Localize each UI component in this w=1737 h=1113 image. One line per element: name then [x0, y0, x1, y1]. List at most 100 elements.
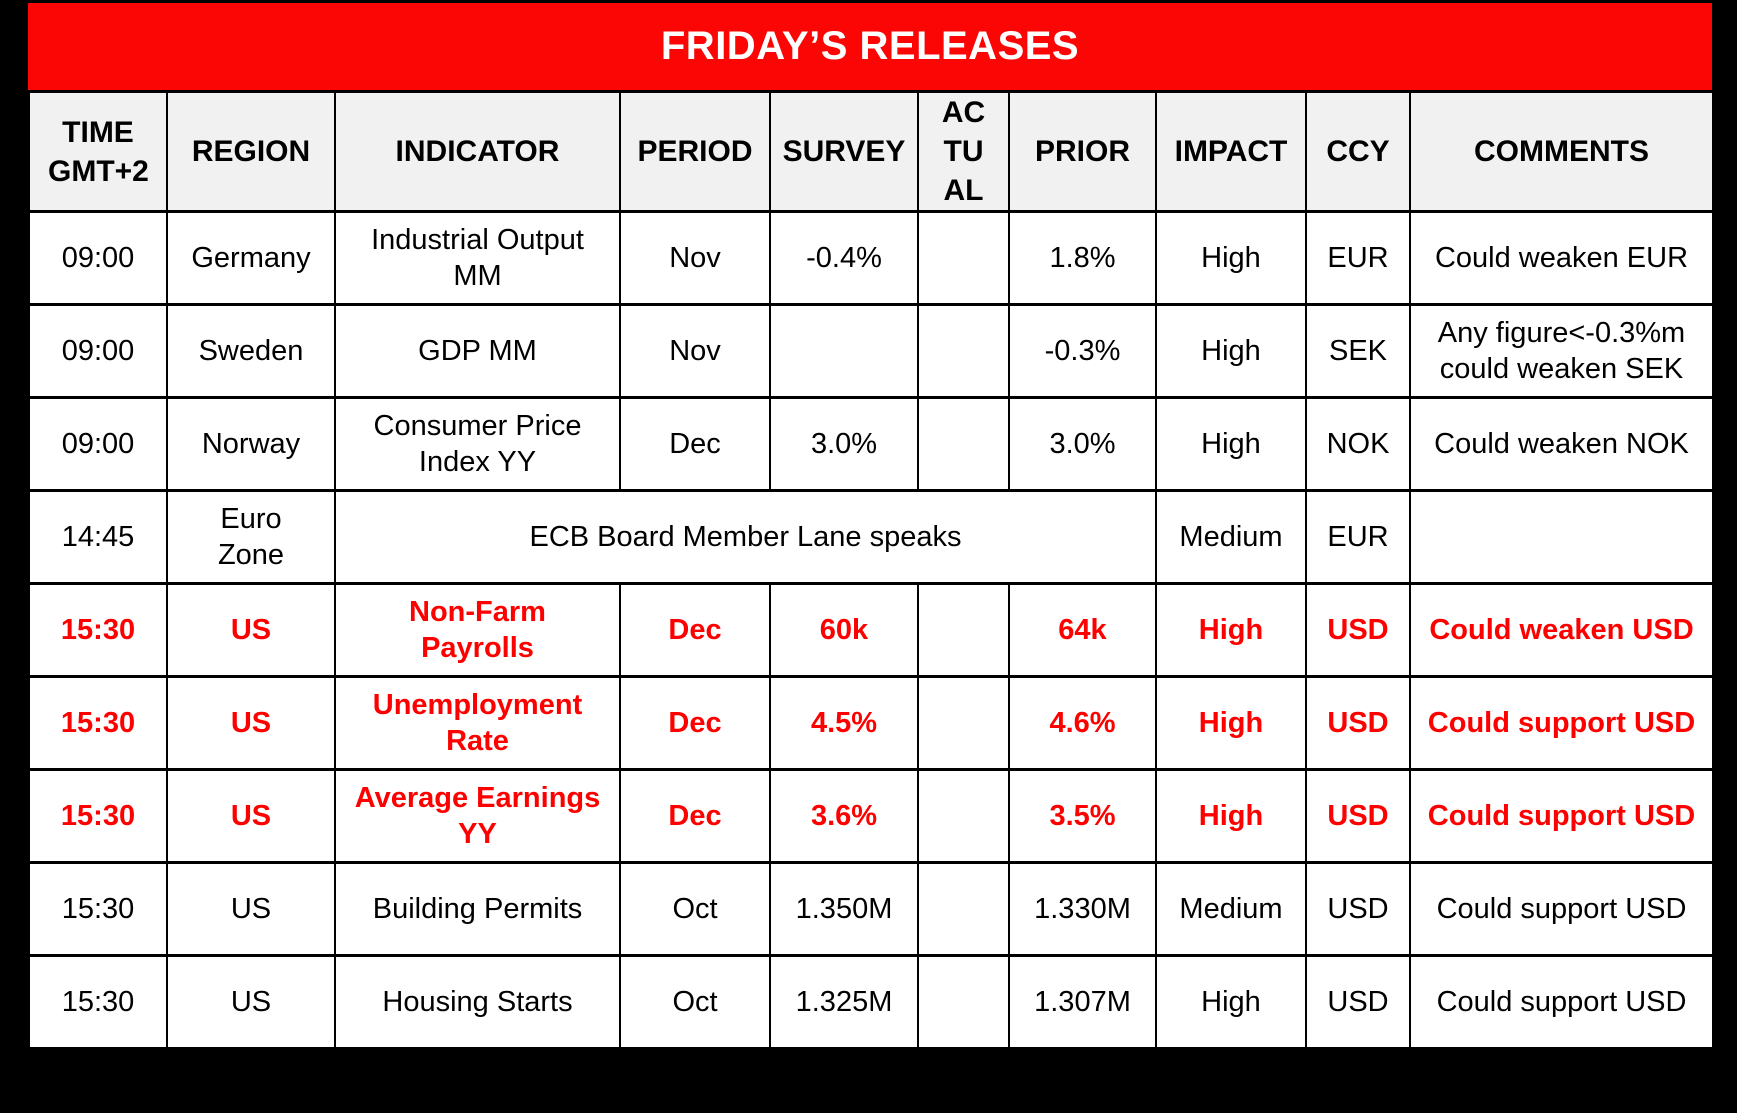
cell-survey: 4.5% [769, 675, 919, 771]
table-row: 15:30 US Housing Starts Oct 1.325M 1.307M High… [28, 954, 1714, 1050]
cell-ccy: EUR [1305, 489, 1411, 585]
cell-impact: High [1155, 303, 1307, 399]
cell-region: US [166, 954, 336, 1050]
cell-indicator: Building Permits [334, 861, 621, 957]
cell-comments: Could weaken NOK [1409, 396, 1714, 492]
cell-prior: 1.8% [1008, 210, 1157, 306]
cell-period: Dec [619, 768, 771, 864]
cell-indicator: Housing Starts [334, 954, 621, 1050]
releases-table: TIME GMT+2 REGION INDICATOR PERIOD SURVE… [28, 90, 1714, 1050]
cell-prior: 64k [1008, 582, 1157, 678]
col-header-indicator: INDICATOR [334, 90, 621, 213]
cell-ccy: USD [1305, 675, 1411, 771]
col-header-prior: PRIOR [1008, 90, 1157, 213]
cell-indicator: GDP MM [334, 303, 621, 399]
cell-impact: High [1155, 396, 1307, 492]
cell-comments [1409, 489, 1714, 585]
cell-region: US [166, 675, 336, 771]
cell-ccy: USD [1305, 954, 1411, 1050]
cell-comments: Could weaken EUR [1409, 210, 1714, 306]
cell-indicator: Non-Farm Payrolls [334, 582, 621, 678]
cell-impact: High [1155, 582, 1307, 678]
releases-table-frame: FRIDAY’S RELEASES TIME GMT+2 REGION INDI… [28, 3, 1714, 1050]
cell-comments: Could support USD [1409, 675, 1714, 771]
col-header-actual: ACTUAL [917, 90, 1010, 213]
cell-time: 15:30 [28, 582, 168, 678]
table-row: 15:30 US Average Earnings YY Dec 3.6% 3.5% Hig… [28, 768, 1714, 864]
header-row: TIME GMT+2 REGION INDICATOR PERIOD SURVE… [28, 90, 1714, 213]
cell-actual [917, 582, 1010, 678]
table-row: 15:30 US Non-Farm Payrolls Dec 60k 64k High USD… [28, 582, 1714, 678]
cell-comments: Could weaken USD [1409, 582, 1714, 678]
col-header-time: TIME GMT+2 [28, 90, 168, 213]
col-header-region: REGION [166, 90, 336, 213]
cell-impact: Medium [1155, 489, 1307, 585]
col-header-period: PERIOD [619, 90, 771, 213]
cell-indicator: Industrial Output MM [334, 210, 621, 306]
cell-region: US [166, 861, 336, 957]
cell-survey: 3.6% [769, 768, 919, 864]
cell-survey: -0.4% [769, 210, 919, 306]
cell-comments: Could support USD [1409, 768, 1714, 864]
cell-region: US [166, 768, 336, 864]
table-row: 15:30 US Unemployment Rate Dec 4.5% 4.6% High U… [28, 675, 1714, 771]
cell-comments: Could support USD [1409, 954, 1714, 1050]
cell-comments: Could support USD [1409, 861, 1714, 957]
cell-actual [917, 303, 1010, 399]
cell-impact: High [1155, 210, 1307, 306]
cell-time: 15:30 [28, 768, 168, 864]
cell-actual [917, 768, 1010, 864]
cell-region: Norway [166, 396, 336, 492]
page-title: FRIDAY’S RELEASES [28, 3, 1712, 90]
cell-impact: High [1155, 768, 1307, 864]
cell-time: 09:00 [28, 396, 168, 492]
cell-time: 15:30 [28, 954, 168, 1050]
table-row: 14:45 Euro Zone ECB Board Member Lane spea… [28, 489, 1714, 585]
table-row: 09:00 Germany Industrial Output MM Nov -0.4%… [28, 210, 1714, 306]
cell-region: Euro Zone [166, 489, 336, 585]
cell-ccy: SEK [1305, 303, 1411, 399]
cell-prior: 3.5% [1008, 768, 1157, 864]
table-row: 15:30 US Building Permits Oct 1.350M 1.330M Me… [28, 861, 1714, 957]
cell-prior: 1.330M [1008, 861, 1157, 957]
col-header-survey: SURVEY [769, 90, 919, 213]
cell-period: Oct [619, 861, 771, 957]
cell-survey: 1.325M [769, 954, 919, 1050]
table-row: 09:00 Norway Consumer Price Index YY Dec 3.0… [28, 396, 1714, 492]
cell-ccy: USD [1305, 861, 1411, 957]
cell-time: 14:45 [28, 489, 168, 585]
cell-time: 09:00 [28, 210, 168, 306]
table-body: 09:00 Germany Industrial Output MM Nov -0.4%… [28, 210, 1714, 1050]
cell-ccy: NOK [1305, 396, 1411, 492]
cell-impact: Medium [1155, 861, 1307, 957]
cell-actual [917, 861, 1010, 957]
cell-period: Oct [619, 954, 771, 1050]
cell-region: Germany [166, 210, 336, 306]
cell-actual [917, 210, 1010, 306]
table-header: TIME GMT+2 REGION INDICATOR PERIOD SURVE… [28, 90, 1714, 213]
cell-event: ECB Board Member Lane speaks [334, 489, 1157, 585]
cell-prior: 4.6% [1008, 675, 1157, 771]
cell-survey: 60k [769, 582, 919, 678]
cell-actual [917, 675, 1010, 771]
cell-period: Dec [619, 582, 771, 678]
cell-time: 09:00 [28, 303, 168, 399]
cell-survey: 3.0% [769, 396, 919, 492]
table-row: 09:00 Sweden GDP MM Nov -0.3% High SEK Any figu… [28, 303, 1714, 399]
col-header-ccy: CCY [1305, 90, 1411, 213]
cell-indicator: Consumer Price Index YY [334, 396, 621, 492]
cell-indicator: Unemployment Rate [334, 675, 621, 771]
cell-prior: 3.0% [1008, 396, 1157, 492]
cell-comments: Any figure<-0.3%m could weaken SEK [1409, 303, 1714, 399]
cell-prior: 1.307M [1008, 954, 1157, 1050]
cell-ccy: USD [1305, 582, 1411, 678]
cell-region: US [166, 582, 336, 678]
cell-survey: 1.350M [769, 861, 919, 957]
col-header-impact: IMPACT [1155, 90, 1307, 213]
cell-ccy: EUR [1305, 210, 1411, 306]
cell-prior: -0.3% [1008, 303, 1157, 399]
cell-period: Dec [619, 675, 771, 771]
cell-time: 15:30 [28, 861, 168, 957]
cell-impact: High [1155, 675, 1307, 771]
cell-period: Nov [619, 303, 771, 399]
